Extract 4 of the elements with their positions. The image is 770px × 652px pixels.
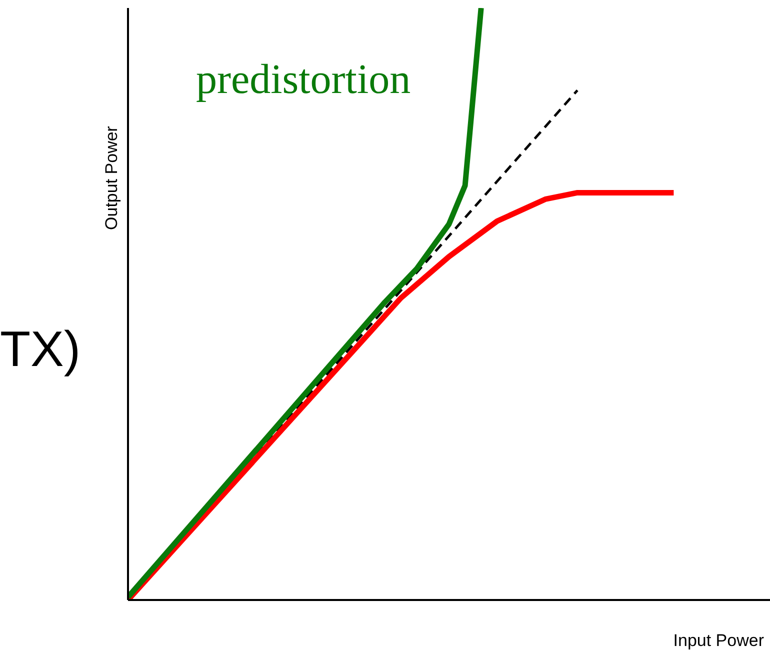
y-axis-title: Output Power [102,126,122,230]
text: TX) [0,320,81,378]
series-label: predistortion [196,56,411,104]
x-axis-title: Input Power [673,631,764,650]
